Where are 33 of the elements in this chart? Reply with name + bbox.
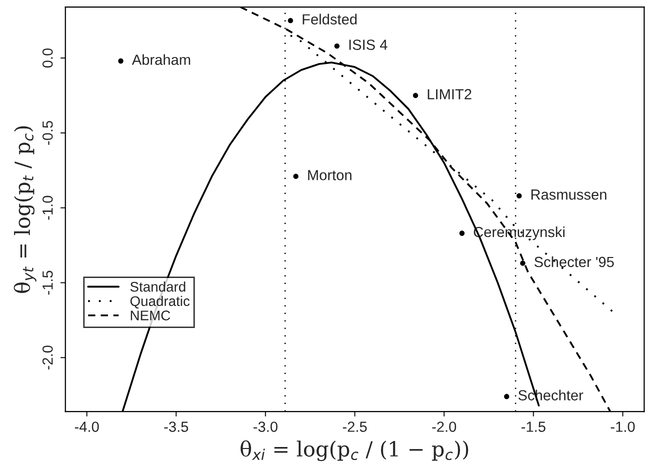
point (293, 174, 298, 179)
annotation: Rasmussen (531, 190, 606, 200)
annotation: Abraham (132, 54, 190, 65)
y-tick-label: -1.0 (42, 196, 53, 220)
point (288, 18, 294, 24)
point (459, 230, 465, 236)
legend-label: NEMC (130, 310, 170, 320)
y-tick-label: -0.5 (42, 120, 53, 145)
y-tick-label: -1.5 (42, 270, 53, 295)
annotation: ISIS 4 (349, 40, 388, 50)
x-tick-label: -2.5 (342, 422, 367, 432)
x-tick-label: -1.0 (610, 422, 635, 432)
point (118, 58, 124, 64)
point (334, 43, 340, 49)
point (516, 193, 522, 198)
annotation: Feldsted (302, 14, 357, 24)
x-tick-label: -1.5 (522, 422, 546, 432)
annotation: Schecter '95 (534, 256, 614, 268)
point (520, 260, 526, 266)
annotation: LIMIT2 (428, 89, 472, 100)
point (504, 394, 510, 400)
annotation: Morton (308, 170, 352, 180)
legend-label: Standard (130, 282, 186, 292)
y-tick-label: 0.0 (42, 48, 53, 68)
y-axis-title: θ$_{yt}$ = log(p$_{t}$ / p$_{c}$) (14, 126, 36, 293)
x-tick-label: -4.0 (74, 422, 99, 432)
x-axis-title: θ$_{xi}$ = log(p$_{c}$ / (1 − p$_{c}$)) (240, 440, 468, 462)
point (412, 92, 418, 98)
x-tick-label: -3.5 (164, 422, 188, 432)
legend-label: Quadratic (130, 296, 190, 309)
x-tick-label: -2.0 (432, 422, 456, 432)
x-tick-label: -3.0 (254, 422, 278, 432)
y-tick-label: -2.0 (42, 346, 53, 370)
